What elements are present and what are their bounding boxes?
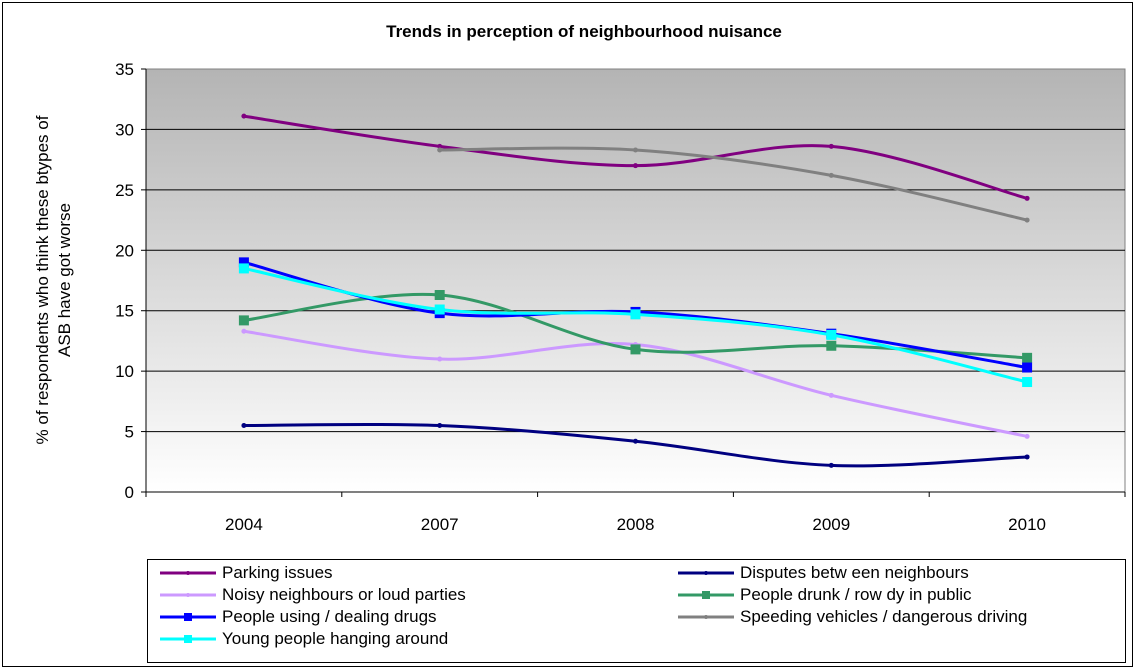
series-line-5	[439, 146, 1028, 222]
data-point	[238, 257, 249, 268]
legend-swatch-young	[160, 635, 216, 643]
legend-item-parking: Parking issues	[158, 562, 333, 584]
x-tick-label: 2008	[617, 515, 655, 534]
chart-title: Trends in perception of neighbourhood nu…	[386, 22, 782, 41]
y-tick-label: 5	[125, 423, 134, 442]
legend-swatch-drugs	[160, 613, 216, 621]
data-point	[241, 328, 247, 334]
y-tick-label: 30	[115, 120, 134, 139]
data-point	[1024, 433, 1030, 439]
y-tick-label: 20	[115, 241, 134, 260]
data-point	[241, 423, 247, 429]
legend-item-young: Young people hanging around	[158, 628, 448, 650]
series-0	[241, 113, 1030, 201]
y-axis-label-line2: ASB have got worse	[55, 203, 74, 357]
legend-swatch-speeding	[678, 615, 734, 619]
legend-label: People using / dealing drugs	[222, 607, 437, 626]
legend-label: People drunk / row dy in public	[740, 585, 972, 604]
data-point	[1024, 217, 1030, 223]
data-point	[633, 147, 638, 153]
data-point	[1022, 377, 1033, 388]
data-point	[238, 263, 249, 274]
data-point	[828, 462, 834, 468]
legend-item-drunk: People drunk / row dy in public	[676, 584, 972, 606]
data-point	[437, 423, 443, 429]
legend-label: Disputes betw een neighbours	[740, 563, 969, 582]
data-point	[434, 304, 445, 315]
x-tick-label: 2007	[421, 515, 459, 534]
legend-swatch-parking	[160, 571, 216, 575]
y-tick-label: 10	[115, 362, 134, 381]
legend-swatch-disputes	[678, 571, 734, 575]
data-point	[434, 290, 445, 301]
legend-item-speeding: Speeding vehicles / dangerous driving	[676, 606, 1027, 628]
y-tick-label: 0	[125, 483, 134, 502]
series-6	[238, 263, 1033, 388]
data-point	[826, 340, 837, 351]
axes	[141, 68, 1126, 497]
data-point	[238, 315, 249, 326]
legend-item-disputes: Disputes betw een neighbours	[676, 562, 969, 584]
data-point	[630, 309, 641, 320]
data-point	[437, 147, 443, 153]
x-tick-label: 2009	[812, 515, 850, 534]
data-point	[630, 344, 641, 355]
data-point	[828, 143, 834, 149]
legend-label: Parking issues	[222, 563, 333, 582]
line-chart: Trends in perception of neighbourhood nu…	[33, 22, 1126, 534]
series-5	[437, 146, 1030, 223]
x-tick-label: 2004	[225, 515, 263, 534]
x-tick-label: 2010	[1008, 515, 1046, 534]
data-point	[1022, 352, 1033, 363]
data-point	[1024, 454, 1030, 460]
legend: Parking issues Disputes betw een neighbo…	[147, 559, 1126, 663]
series-group	[238, 113, 1033, 468]
data-point	[437, 356, 443, 362]
data-point	[828, 392, 834, 398]
y-tick-labels: 0 5 10 15 20 25 30 35	[115, 60, 134, 502]
data-point	[633, 163, 638, 169]
data-point	[826, 329, 837, 340]
legend-swatch-drunk	[678, 591, 734, 599]
legend-item-drugs: People using / dealing drugs	[158, 606, 437, 628]
data-point	[633, 438, 638, 444]
y-axis-label-line1: % of respondents who think these btypes …	[33, 115, 52, 444]
legend-swatch-noisy	[160, 593, 216, 597]
series-1	[241, 422, 1030, 468]
legend-label: Noisy neighbours or loud parties	[222, 585, 466, 604]
legend-item-noisy: Noisy neighbours or loud parties	[158, 584, 466, 606]
y-tick-label: 35	[115, 60, 134, 79]
data-point	[1022, 362, 1033, 373]
y-tick-label: 15	[115, 302, 134, 321]
data-point	[1024, 195, 1030, 201]
y-tick-label: 25	[115, 181, 134, 200]
data-point	[437, 143, 443, 149]
legend-label: Speeding vehicles / dangerous driving	[740, 607, 1028, 626]
data-point	[241, 113, 247, 119]
legend-label: Young people hanging around	[222, 629, 449, 648]
x-tick-labels: 2004 2007 2008 2009 2010	[225, 515, 1046, 534]
data-point	[828, 172, 834, 178]
